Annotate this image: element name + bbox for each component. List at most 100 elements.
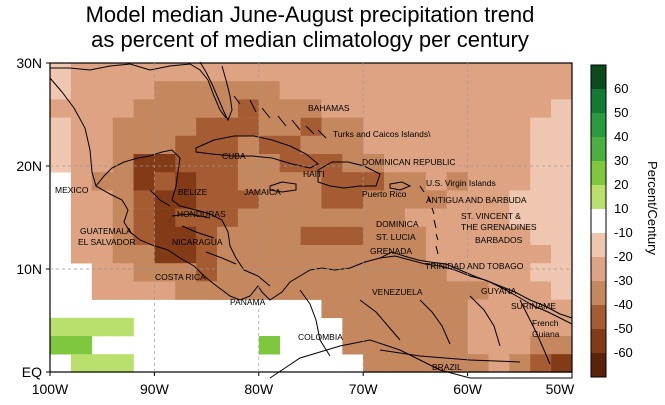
grid-cell	[258, 263, 280, 282]
grid-cell	[175, 208, 197, 228]
grid-cell	[91, 154, 113, 173]
grid-cell	[279, 245, 301, 264]
grid-cell	[70, 63, 93, 82]
grid-cell	[530, 81, 552, 100]
grid-cell	[91, 208, 113, 228]
coastlines	[49, 61, 573, 379]
grid-cell	[404, 317, 427, 337]
grid-cell	[112, 245, 134, 264]
grid-cell	[488, 226, 510, 246]
grid-cell	[446, 281, 468, 300]
grid-cell	[446, 245, 468, 264]
grid-cell	[70, 154, 93, 173]
grid-cell	[530, 135, 552, 155]
grid-cell	[237, 245, 260, 264]
grid-cell	[154, 117, 176, 137]
grid-cell	[488, 263, 510, 282]
grid-cell	[467, 354, 489, 373]
grid-cell	[530, 63, 552, 82]
grid-cell	[530, 154, 552, 173]
grid-cell	[300, 281, 322, 300]
grid-cell	[404, 81, 427, 100]
grid-cell	[112, 354, 134, 373]
grid-cell	[530, 263, 552, 282]
grid-cell	[488, 63, 510, 82]
grid-cell	[446, 299, 468, 319]
grid-cell	[551, 190, 573, 209]
grid-cell	[425, 99, 448, 118]
grid-cell	[50, 135, 72, 155]
label-st-vincent-1: ST. VINCENT &	[461, 211, 521, 221]
grid-cell	[384, 172, 406, 191]
grid-cell	[133, 281, 155, 300]
grid-cell	[384, 135, 406, 155]
label-st-vincent-2: THE GRENADINES	[461, 222, 537, 232]
colorbar-swatch	[591, 233, 606, 257]
grid-cell	[551, 81, 573, 100]
grid-cell	[467, 317, 489, 337]
grid-cell	[237, 281, 260, 300]
grid-cell	[488, 299, 510, 319]
grid-cell	[488, 135, 510, 155]
grid-cell	[237, 81, 260, 100]
grid-cell	[91, 317, 113, 337]
lon-label-90w: 90W	[140, 381, 170, 397]
grid-cell	[551, 281, 573, 300]
grid-cell	[530, 117, 552, 137]
grid-cell	[217, 263, 239, 282]
grid-cell	[196, 63, 218, 82]
label-antigua-barbuda: ANTIGUA AND BARBUDA	[426, 195, 527, 205]
grid-cell	[154, 245, 176, 264]
grid-cell	[446, 172, 468, 191]
grid-cell	[509, 135, 531, 155]
grid-cell	[363, 117, 385, 137]
grid-cell	[446, 154, 468, 173]
grid-cell	[321, 117, 343, 137]
grid-cell	[279, 172, 301, 191]
grid-cell	[237, 172, 260, 191]
grid-cell	[425, 336, 448, 355]
grid-cell	[509, 263, 531, 282]
grid-cell	[133, 81, 155, 100]
grid-cell	[91, 263, 113, 282]
grid-cell	[384, 281, 406, 300]
grid-cell	[50, 336, 72, 355]
grid-cell	[133, 135, 155, 155]
grid-cell	[70, 135, 93, 155]
grid-cell	[509, 172, 531, 191]
grid-cell	[425, 190, 448, 209]
grid-cell	[509, 317, 531, 337]
grid-cell	[217, 154, 239, 173]
colorbar	[590, 64, 607, 378]
grid-cell	[530, 226, 552, 246]
grid-cell	[91, 281, 113, 300]
grid-cell	[488, 99, 510, 118]
grid-cell	[384, 354, 406, 373]
grid-cell	[175, 81, 197, 100]
grid-cell	[467, 281, 489, 300]
grid-cell	[258, 208, 280, 228]
south-america-coast	[269, 251, 573, 379]
grid-cell	[258, 172, 280, 191]
grid-cell	[404, 154, 427, 173]
colorbar-tick-label: -50	[614, 321, 633, 336]
grid-cell	[91, 190, 113, 209]
grid-cell	[363, 226, 385, 246]
colorbar-swatch	[591, 305, 606, 329]
grid-cell	[384, 299, 406, 319]
grid-cell	[488, 154, 510, 173]
grid-cell	[321, 226, 343, 246]
grid-cell	[488, 281, 510, 300]
grid-cell	[133, 63, 155, 82]
grid-cell	[217, 135, 239, 155]
grid-cell	[404, 281, 427, 300]
colorbar-swatch	[591, 137, 606, 161]
grid-cell	[342, 281, 364, 300]
colorbar-tick-label: -60	[614, 345, 633, 360]
grid-cell	[154, 281, 176, 300]
grid-cell	[321, 81, 343, 100]
grid-cell	[279, 190, 301, 209]
graticule	[50, 63, 572, 372]
lon-label-60w: 60W	[453, 381, 483, 397]
grid-cell	[133, 172, 155, 191]
